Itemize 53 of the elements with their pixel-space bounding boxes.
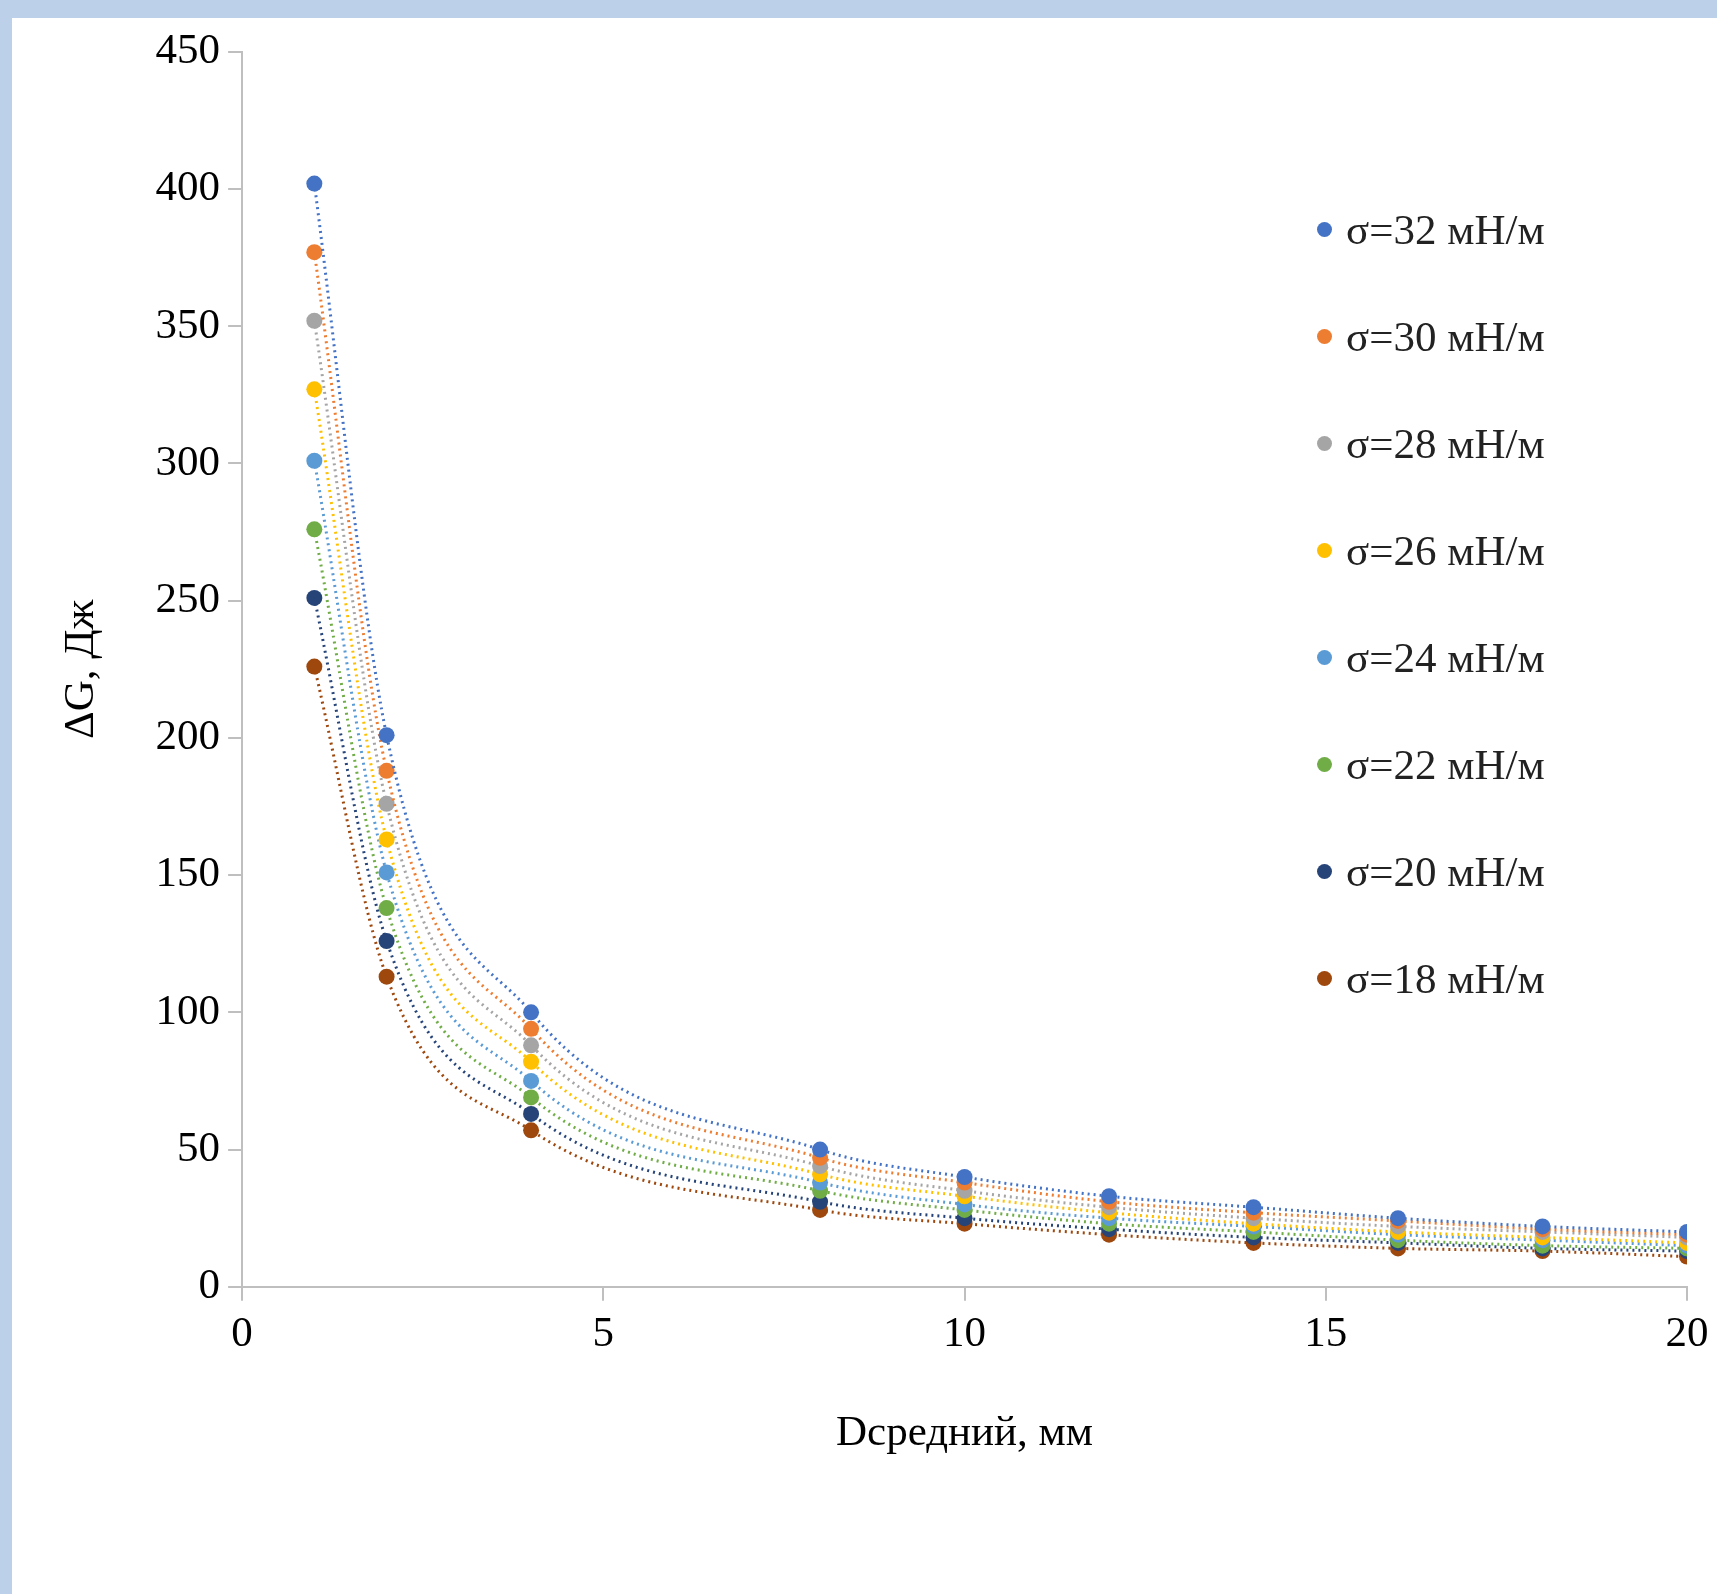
point: [378, 727, 395, 744]
point: [1101, 1188, 1118, 1205]
x-axis-title: Dсредний, мм: [836, 1407, 1094, 1455]
point: [378, 831, 395, 848]
point: [306, 381, 323, 398]
point: [523, 1105, 540, 1122]
point: [523, 1053, 540, 1070]
point: [523, 1020, 540, 1037]
y-tick-label: 150: [155, 848, 221, 896]
x-tick-label: 5: [592, 1307, 615, 1355]
point: [306, 521, 323, 538]
point: [523, 1004, 540, 1021]
legend-label: σ=26 мН/м: [1346, 526, 1545, 575]
point: [306, 589, 323, 606]
point: [523, 1089, 540, 1106]
x-tick-label: 0: [231, 1307, 253, 1355]
x-tick-label: 15: [1304, 1307, 1348, 1355]
point: [956, 1169, 973, 1186]
legend-label: σ=30 мН/м: [1346, 312, 1545, 361]
point: [306, 175, 323, 192]
legend-label: σ=18 мН/м: [1346, 954, 1545, 1003]
y-tick-label: 100: [155, 985, 221, 1033]
legend-label: σ=24 мН/м: [1346, 633, 1545, 682]
point: [523, 1072, 540, 1089]
point: [378, 864, 395, 881]
point: [378, 968, 395, 985]
point: [812, 1141, 829, 1158]
point: [1245, 1199, 1262, 1216]
y-tick-label: 350: [155, 299, 221, 347]
y-tick-label: 50: [177, 1122, 221, 1170]
y-tick-label: 450: [155, 25, 221, 73]
legend-label: σ=28 мН/м: [1346, 419, 1545, 468]
legend-label: σ=32 мН/м: [1346, 205, 1545, 254]
point: [306, 244, 323, 261]
legend-label: σ=22 мН/м: [1346, 740, 1545, 789]
point: [378, 795, 395, 812]
x-tick-label: 20: [1665, 1307, 1709, 1355]
point: [378, 900, 395, 917]
y-tick-label: 250: [155, 573, 221, 621]
point: [306, 312, 323, 329]
point: [378, 933, 395, 949]
point: [306, 658, 323, 675]
point: [523, 1122, 540, 1139]
x-tick-label: 10: [943, 1307, 987, 1355]
point: [306, 452, 323, 469]
point: [378, 762, 395, 779]
y-tick-label: 300: [155, 436, 221, 484]
legend-label: σ=20 мН/м: [1346, 847, 1545, 896]
y-tick-label: 200: [155, 711, 221, 759]
y-tick-label: 400: [155, 162, 221, 210]
y-tick-label: 0: [198, 1260, 221, 1308]
y-axis-title: ΔG, Дж: [55, 599, 103, 739]
point: [523, 1037, 540, 1054]
